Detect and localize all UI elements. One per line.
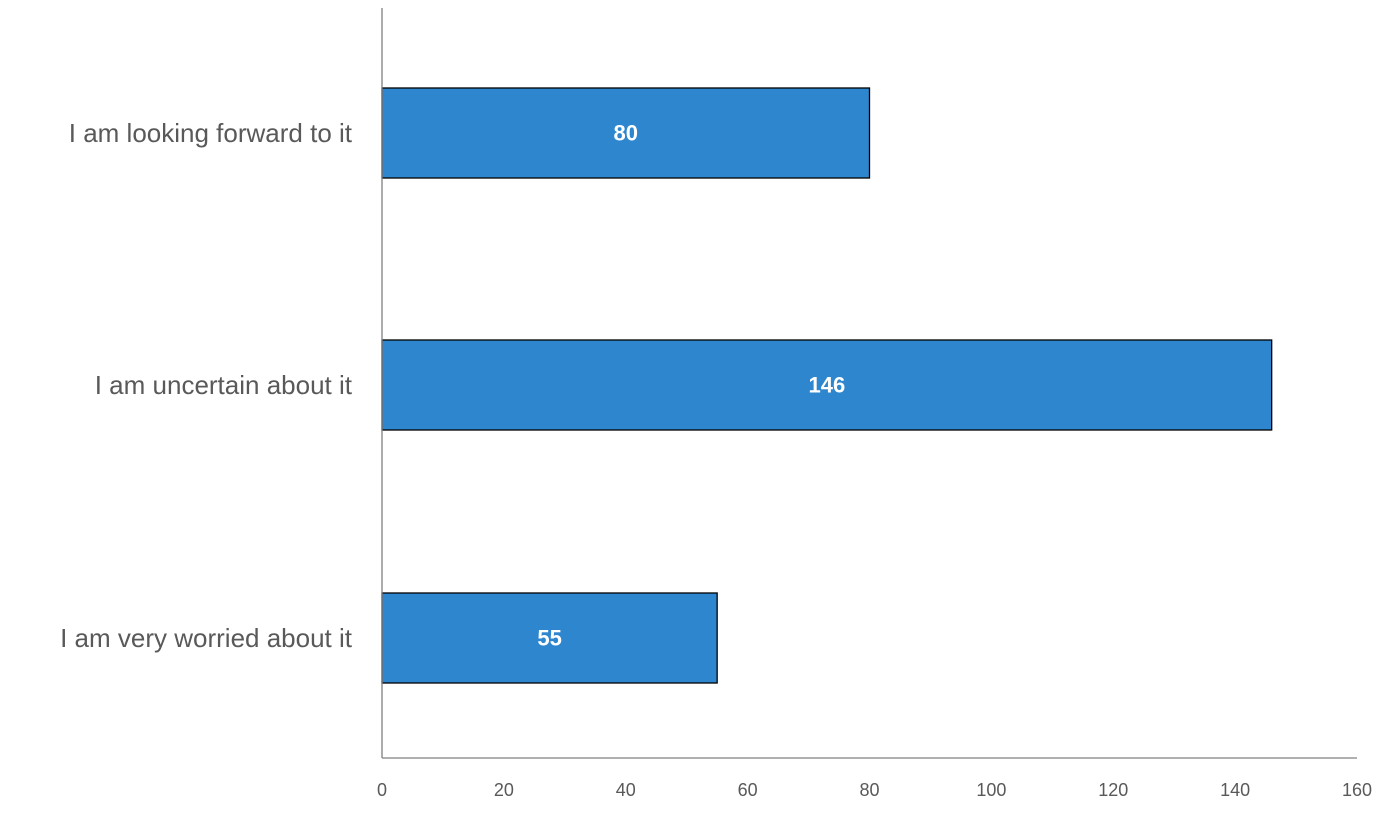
x-axis-ticks: 0 20 40 60 80 100 120 140 160 bbox=[377, 780, 1372, 800]
data-label-i-am-uncertain-about-it: 146 bbox=[808, 373, 845, 398]
x-tick-label-0: 0 bbox=[377, 780, 387, 800]
x-tick-label-120: 120 bbox=[1098, 780, 1128, 800]
x-tick-label-80: 80 bbox=[859, 780, 879, 800]
x-tick-label-140: 140 bbox=[1220, 780, 1250, 800]
x-tick-label-40: 40 bbox=[616, 780, 636, 800]
data-label-i-am-very-worried-about-it: 55 bbox=[537, 626, 561, 651]
data-label-i-am-looking-forward-to-it: 80 bbox=[614, 121, 638, 146]
category-labels: I am looking forward to it I am uncertain… bbox=[60, 118, 353, 653]
bars-layer: 80 146 55 bbox=[382, 88, 1272, 683]
x-tick-label-100: 100 bbox=[976, 780, 1006, 800]
x-tick-label-60: 60 bbox=[738, 780, 758, 800]
x-tick-label-20: 20 bbox=[494, 780, 514, 800]
x-tick-label-160: 160 bbox=[1342, 780, 1372, 800]
category-label-i-am-uncertain-about-it: I am uncertain about it bbox=[95, 370, 353, 400]
category-label-i-am-very-worried-about-it: I am very worried about it bbox=[60, 623, 353, 653]
category-label-i-am-looking-forward-to-it: I am looking forward to it bbox=[69, 118, 353, 148]
